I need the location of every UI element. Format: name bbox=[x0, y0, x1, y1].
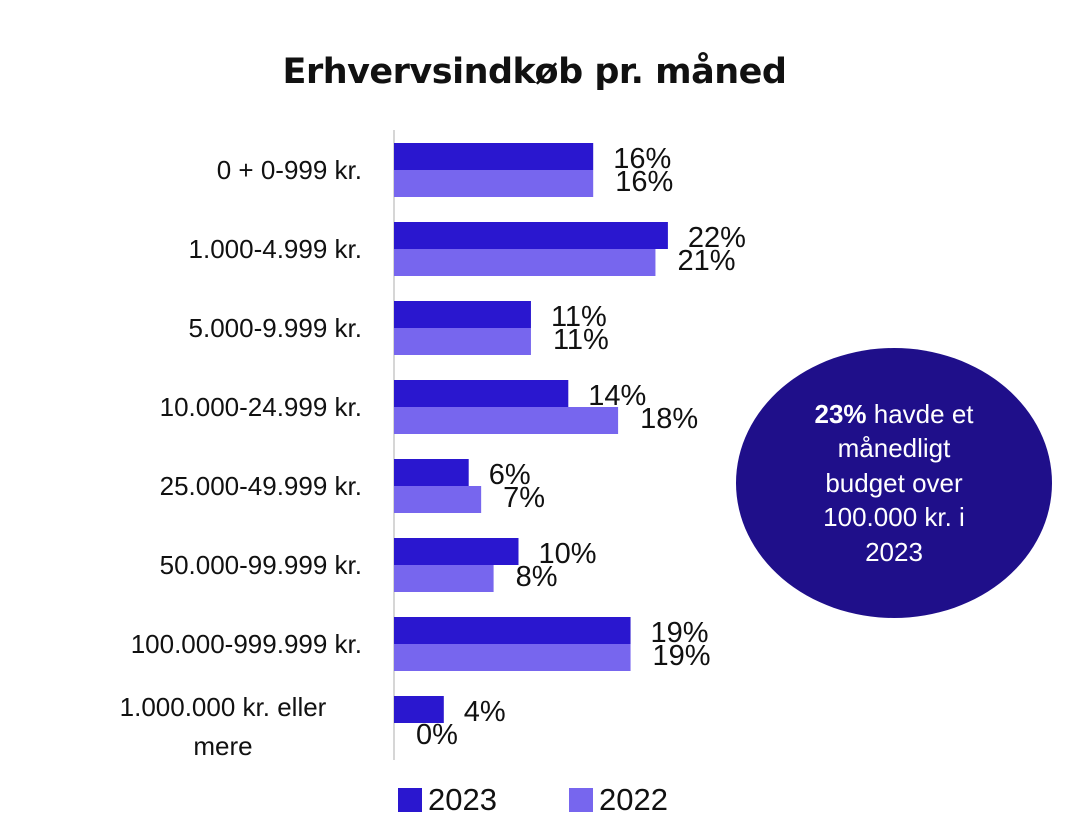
value-label-2022: 8% bbox=[516, 561, 558, 593]
value-label-2023: 10% bbox=[539, 538, 597, 570]
category-label: 50.000-99.999 kr. bbox=[160, 550, 362, 580]
callout-body: havde et månedligt budget over 100.000 k… bbox=[823, 398, 974, 567]
bar-2023 bbox=[394, 301, 531, 328]
value-label-2023: 16% bbox=[613, 143, 671, 175]
chart-title: Erhvervsindkøb pr. måned bbox=[282, 52, 787, 92]
legend-item-2023: 2023 bbox=[398, 782, 497, 818]
legend-label-2022: 2022 bbox=[598, 782, 668, 817]
bar-2022 bbox=[394, 170, 594, 197]
value-label-2022: 16% bbox=[615, 166, 673, 198]
legend: 2023 2022 bbox=[398, 780, 740, 820]
bar-2022 bbox=[394, 565, 494, 592]
category-label: 1.000-4.999 kr. bbox=[189, 234, 362, 264]
value-label-2023: 22% bbox=[688, 222, 746, 254]
value-label-2023: 19% bbox=[651, 617, 709, 649]
value-label-2022: 0% bbox=[416, 719, 458, 751]
callout-bubble: 23% havde et månedligt budget over 100.0… bbox=[736, 348, 1052, 618]
category-label: 5.000-9.999 kr. bbox=[189, 313, 362, 343]
category-label: 1.000.000 kr. eller mere bbox=[120, 692, 327, 761]
bar-2022 bbox=[394, 249, 656, 276]
bar-2023 bbox=[394, 143, 594, 170]
value-label-2023: 14% bbox=[588, 380, 646, 412]
category-label: 25.000-49.999 kr. bbox=[160, 471, 362, 501]
legend-label-2023: 2023 bbox=[428, 782, 497, 817]
bar-2022 bbox=[394, 407, 619, 434]
value-label-2023: 11% bbox=[551, 301, 607, 333]
category-label: 10.000-24.999 kr. bbox=[160, 392, 362, 422]
value-label-2022: 18% bbox=[640, 403, 698, 435]
value-label-2022: 7% bbox=[503, 482, 545, 514]
legend-swatch-2023 bbox=[398, 788, 422, 812]
value-label-2022: 21% bbox=[677, 245, 735, 277]
bar-2023 bbox=[394, 459, 469, 486]
bar-2022 bbox=[394, 328, 531, 355]
value-label-2022: 11% bbox=[553, 324, 609, 356]
callout-text: 23% havde et månedligt budget over 100.0… bbox=[799, 397, 989, 570]
value-label-2022: 19% bbox=[653, 640, 711, 672]
bar-2023 bbox=[394, 222, 668, 249]
bar-2023 bbox=[394, 617, 631, 644]
value-label-2023: 6% bbox=[489, 459, 531, 491]
value-label-2023: 4% bbox=[464, 696, 506, 728]
callout-highlight: 23% bbox=[814, 398, 867, 429]
bar-2023 bbox=[394, 380, 569, 407]
bar-2022 bbox=[394, 644, 631, 671]
legend-item-2022: 2022 bbox=[568, 782, 668, 818]
category-label: 100.000-999.999 kr. bbox=[131, 629, 362, 659]
bar-2023 bbox=[394, 538, 519, 565]
legend-swatch-2022 bbox=[568, 788, 593, 812]
bar-2022 bbox=[394, 486, 482, 513]
category-label: 0 + 0-999 kr. bbox=[217, 155, 362, 185]
bar-2023 bbox=[394, 696, 444, 723]
